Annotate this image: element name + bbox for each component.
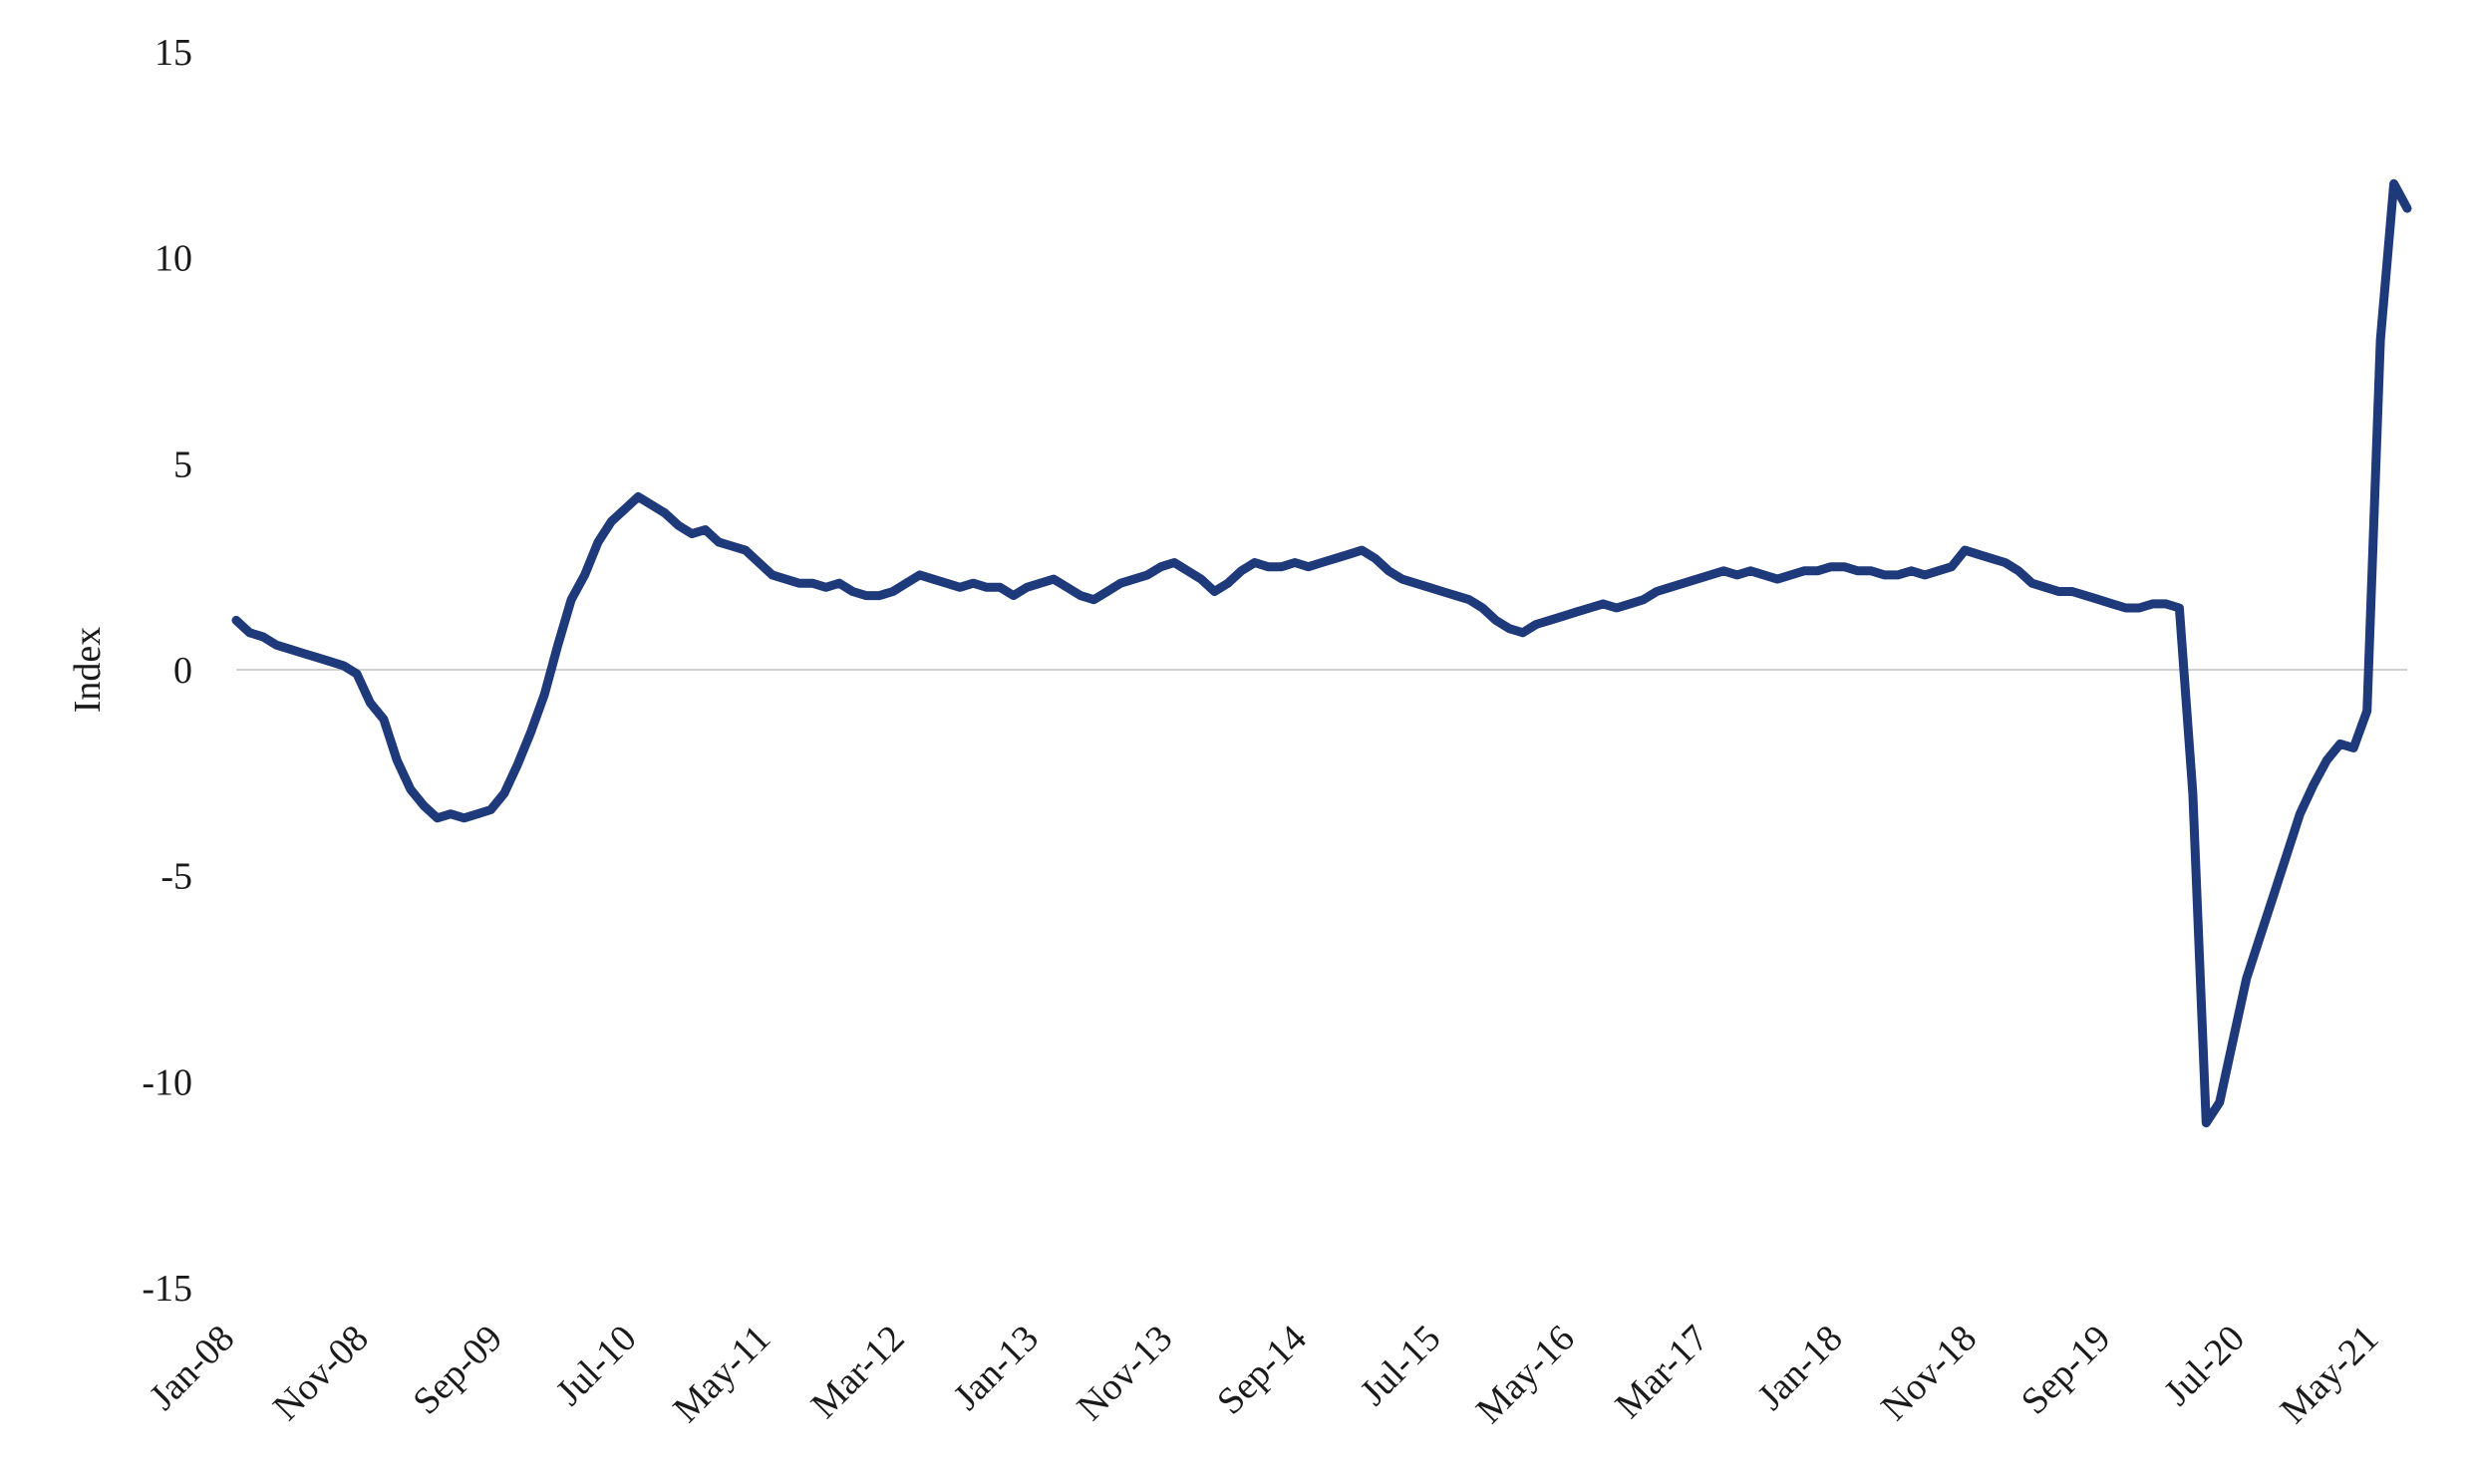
x-tick-label: May-21 (2273, 1318, 2387, 1432)
y-tick-label: 0 (173, 650, 192, 692)
x-tick-label: Jul-10 (548, 1318, 645, 1414)
x-tick-label: Mar-12 (803, 1318, 913, 1427)
index-series-line (231, 178, 2412, 1128)
x-tick-label: Jul-15 (1352, 1318, 1448, 1414)
x-tick-label: Jul-20 (2156, 1318, 2253, 1414)
x-tick-label: Sep-09 (405, 1318, 510, 1423)
x-axis-ticks: Jan-08 Nov-08 Sep-09 Jul-10 May-11 Mar-12 Jan-… (142, 1318, 2386, 1432)
x-tick-label: Jan-13 (946, 1318, 1047, 1418)
x-tick-label: Nov-18 (1873, 1318, 1985, 1429)
x-tick-label: Sep-19 (2013, 1318, 2119, 1423)
y-tick-label: 5 (173, 444, 192, 485)
y-axis-title: Index (67, 627, 109, 714)
x-tick-label: Nov-08 (265, 1318, 377, 1429)
x-tick-label: May-11 (665, 1318, 778, 1431)
y-axis-ticks: 15 10 5 0 -5 -10 -15 (142, 32, 192, 1310)
x-tick-label: Jan-08 (142, 1318, 242, 1418)
y-tick-label: 15 (154, 32, 192, 74)
y-tick-label: 10 (154, 238, 192, 280)
x-tick-label: May-16 (1468, 1318, 1583, 1432)
x-tick-label: Nov-13 (1070, 1318, 1181, 1429)
x-tick-label: Sep-14 (1209, 1318, 1315, 1423)
y-tick-label: -5 (160, 856, 192, 898)
y-tick-label: -10 (142, 1061, 192, 1103)
x-tick-label: Mar-17 (1608, 1318, 1717, 1427)
y-tick-label: -15 (142, 1268, 192, 1310)
x-tick-label: Jan-18 (1749, 1318, 1850, 1418)
